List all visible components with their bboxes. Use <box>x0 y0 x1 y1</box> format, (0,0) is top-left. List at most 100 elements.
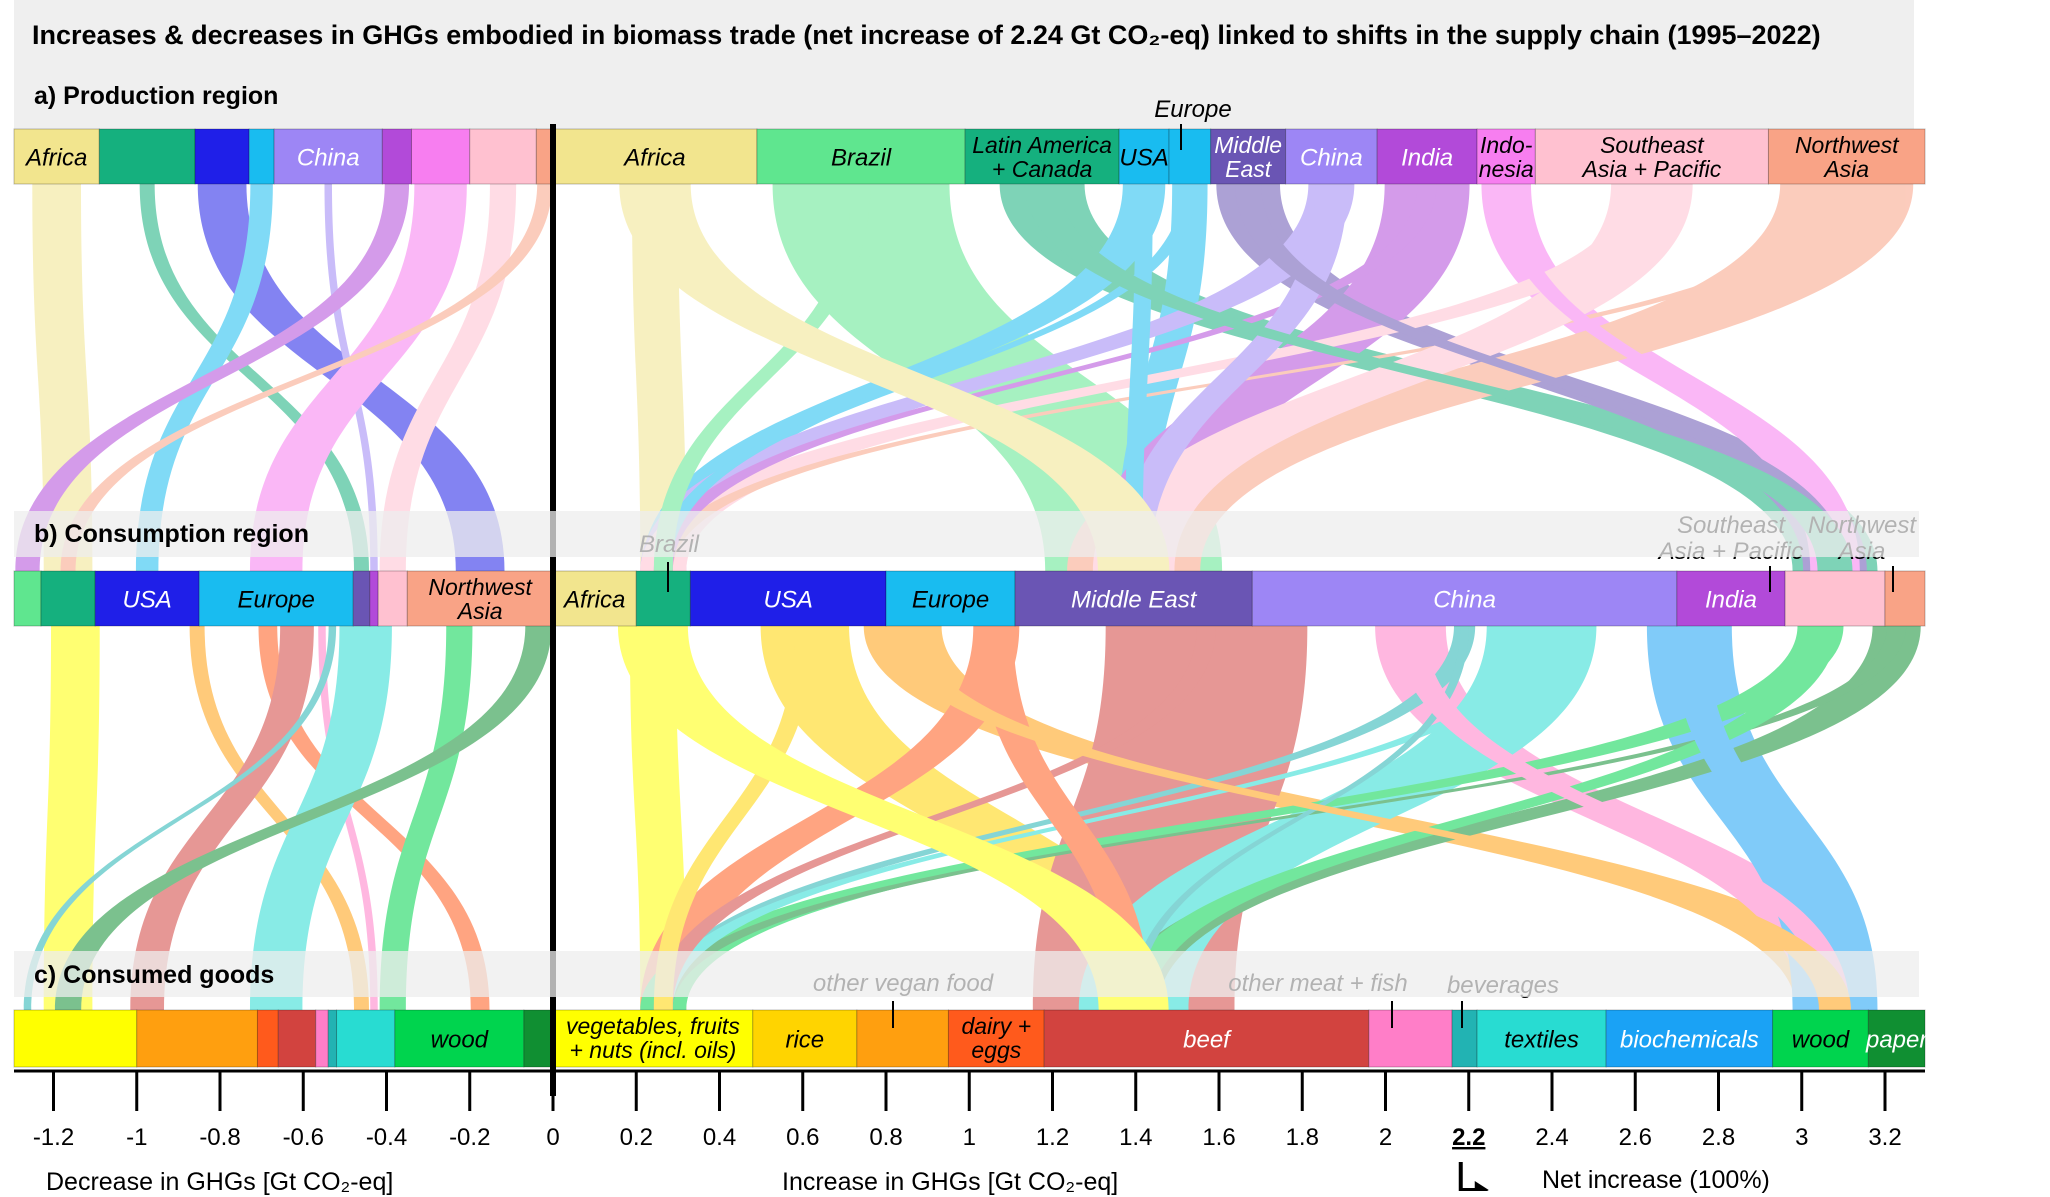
flow-ribbon <box>23 626 337 1010</box>
consumption-node <box>1014 570 1253 627</box>
production-label: Asia + Pacific <box>1581 156 1722 182</box>
flow-ribbon <box>249 626 392 1010</box>
section-c-label: c) Consumed goods <box>34 961 275 989</box>
x-axis-tick-label: 1.2 <box>1036 1124 1069 1151</box>
consumption-node <box>635 570 691 627</box>
production-node <box>381 128 412 185</box>
consumption-node <box>885 570 1016 627</box>
x-axis-tick-label: -1.2 <box>33 1124 74 1151</box>
production-label: India <box>1401 145 1453 172</box>
goods-node <box>1867 1009 1926 1068</box>
production-label: Asia <box>1822 156 1869 182</box>
flow-ribbon <box>15 184 410 571</box>
flow-ribbon <box>617 626 1169 1010</box>
goods-label: wood <box>431 1027 489 1054</box>
consumption-label: Asia <box>456 598 503 624</box>
consumption-label: USA <box>122 587 171 614</box>
flow-ribbon <box>886 626 1852 1010</box>
goods-label: rice <box>785 1027 824 1054</box>
consumption-node <box>198 570 354 627</box>
goods-node <box>1605 1009 1774 1068</box>
production-node <box>756 128 966 185</box>
consumption-node <box>1676 570 1786 627</box>
net-arrowhead <box>1474 1181 1489 1191</box>
production-label: Southeast <box>1600 132 1705 158</box>
flow-ribbon <box>318 626 378 1010</box>
goods-label: beef <box>1183 1027 1232 1054</box>
flow-ribbon <box>1067 184 1914 571</box>
flow-ribbon <box>1496 184 1846 571</box>
goods-node <box>947 1009 1045 1068</box>
goods-node <box>1772 1009 1869 1068</box>
consumption-label: India <box>1705 587 1757 614</box>
x-axis-tick-label: -0.6 <box>283 1124 324 1151</box>
consumption-node <box>369 570 379 627</box>
flow-ribbon <box>1395 626 1850 1010</box>
production-node <box>1767 128 1926 185</box>
net-increase-label: Net increase (100%) <box>1542 1166 1770 1194</box>
production-label: China <box>1300 145 1363 172</box>
node-layer <box>13 128 1926 1068</box>
production-label: Northwest <box>1795 132 1900 158</box>
goods-node <box>13 1009 138 1068</box>
x-axis-tick-label: 0.2 <box>620 1124 653 1151</box>
production-node <box>1118 128 1170 185</box>
production-label: Africa <box>24 145 87 172</box>
x-axis-tick-label: 0.8 <box>869 1124 902 1151</box>
flow-ribbon <box>139 184 370 571</box>
production-label: Indo- <box>1480 132 1533 158</box>
production-node <box>194 128 250 185</box>
flow-ribbon <box>653 626 1907 1010</box>
callout-label: Europe <box>1154 96 1231 123</box>
flow-ribbon <box>249 184 467 571</box>
consumption-label: Africa <box>562 587 625 614</box>
goods-label: wood <box>1792 1027 1850 1054</box>
goods-node <box>315 1009 329 1068</box>
goods-label: paper <box>1865 1027 1928 1054</box>
x-axis-label-increase: Increase in GHGs [Gt CO₂-eq] <box>782 1168 1119 1196</box>
x-axis-tick-label: 0.4 <box>703 1124 736 1151</box>
production-node <box>1376 128 1478 185</box>
consumption-node <box>13 570 42 627</box>
production-label: Middle <box>1214 132 1282 158</box>
goods-band <box>14 951 1919 997</box>
consumption-node <box>1784 570 1886 627</box>
flow-ribbon <box>1129 626 1469 1010</box>
production-node <box>1168 128 1212 185</box>
x-axis-tick-label: 1 <box>963 1124 976 1151</box>
production-label: Africa <box>622 145 685 172</box>
flow-ribbon <box>653 184 1857 571</box>
x-axis-tick-label: 2.8 <box>1702 1124 1735 1151</box>
x-axis-tick-label: 1.6 <box>1202 1124 1235 1151</box>
goods-label: eggs <box>971 1037 1021 1063</box>
x-axis-tick-label: -0.2 <box>449 1124 490 1151</box>
x-axis-tick-label: 3 <box>1795 1124 1808 1151</box>
section-a-label: a) Production region <box>34 82 279 110</box>
flow-ribbon <box>189 626 370 1010</box>
flow-ribbon <box>379 626 473 1010</box>
flow-ribbon <box>130 626 314 1010</box>
goods-node <box>327 1009 338 1068</box>
goods-label: vegetables, fruits <box>566 1013 740 1039</box>
x-axis-tick-label: 0.6 <box>786 1124 819 1151</box>
net-arrow <box>1458 1162 1479 1191</box>
goods-label: biochemicals <box>1620 1027 1759 1054</box>
consumption-label: USA <box>764 587 813 614</box>
flow-ribbon <box>653 184 871 571</box>
x-axis-tick-label: 2.4 <box>1535 1124 1568 1151</box>
goods-node <box>394 1009 525 1068</box>
consumption-node <box>377 570 408 627</box>
production-label: East <box>1225 156 1273 182</box>
consumption-node <box>689 570 887 627</box>
goods-node <box>1368 1009 1453 1068</box>
flow-ribbon <box>653 184 1437 571</box>
goods-node <box>256 1009 279 1068</box>
goods-node <box>136 1009 258 1068</box>
consumption-node <box>1884 570 1926 627</box>
goods-node <box>336 1009 396 1068</box>
production-label: Brazil <box>831 145 892 172</box>
production-node <box>1210 128 1287 185</box>
flow-ribbon <box>258 626 490 1010</box>
